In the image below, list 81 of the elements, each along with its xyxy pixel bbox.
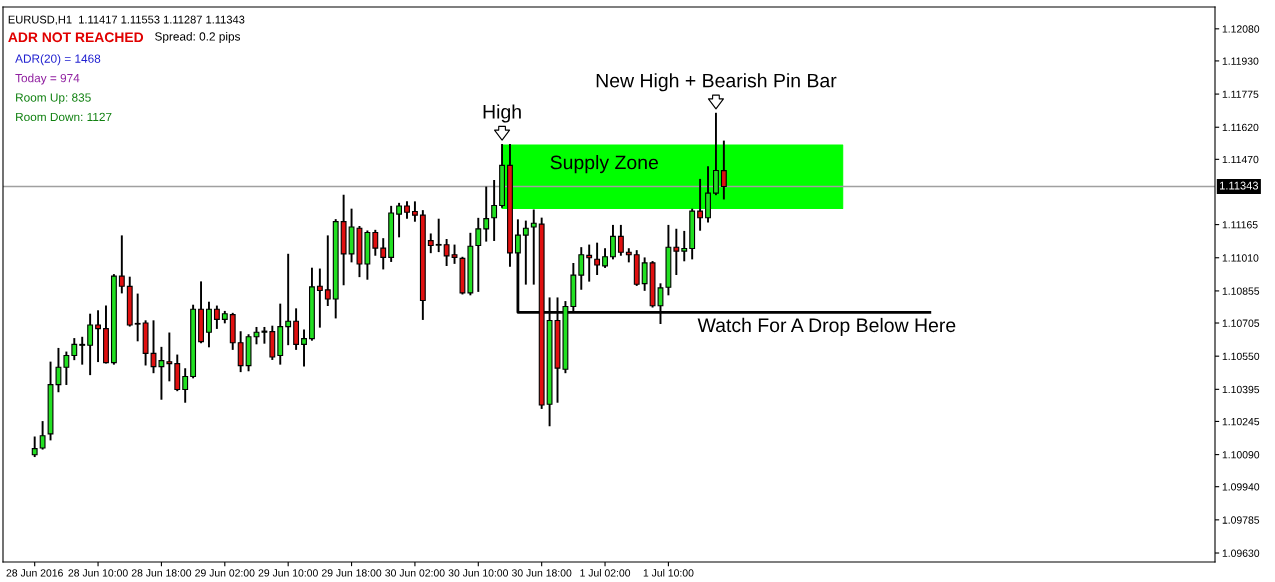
candlestick bbox=[475, 217, 482, 292]
candlestick bbox=[681, 230, 688, 262]
annotation: ADR NOT REACHED bbox=[8, 32, 144, 43]
candlestick bbox=[324, 235, 331, 307]
candlestick bbox=[713, 112, 719, 196]
x-tick-label: 29 Jun 02:00 bbox=[195, 569, 255, 577]
candlestick bbox=[491, 179, 498, 241]
x-tick-label: 29 Jun 10:00 bbox=[258, 569, 318, 577]
candlestick bbox=[372, 229, 379, 256]
y-tick-label: 1.11165 bbox=[1222, 221, 1258, 229]
x-tick-label: 1 Jul 10:00 bbox=[643, 568, 694, 577]
candlestick bbox=[63, 351, 70, 385]
candlestick bbox=[95, 310, 101, 363]
y-tick-label: 1.09630 bbox=[1222, 549, 1260, 557]
candlestick bbox=[285, 253, 292, 346]
annotation: New High + Bearish Pin Bar bbox=[596, 73, 837, 92]
candlestick bbox=[118, 235, 125, 294]
ref-line-label: 1.11343 bbox=[1220, 181, 1259, 190]
candlestick bbox=[87, 313, 94, 376]
annotation: High bbox=[483, 104, 521, 123]
candlestick bbox=[522, 220, 529, 285]
candlestick bbox=[720, 140, 727, 200]
candlestick bbox=[237, 331, 244, 373]
x-tick-label: 29 Jun 18:00 bbox=[321, 569, 382, 577]
y-tick-label: 1.10705 bbox=[1222, 319, 1260, 327]
y-tick-label: 1.10550 bbox=[1222, 352, 1260, 361]
candlestick bbox=[443, 239, 450, 266]
candlestick bbox=[673, 228, 680, 275]
y-tick-label: 1.09940 bbox=[1222, 483, 1260, 491]
candlestick bbox=[316, 268, 323, 328]
x-tick-label: 30 Jun 18:00 bbox=[511, 569, 572, 577]
candlestick bbox=[380, 238, 387, 270]
candlestick bbox=[182, 368, 189, 403]
candlestick bbox=[594, 242, 601, 275]
candlestick bbox=[641, 257, 648, 291]
candlestick bbox=[301, 329, 307, 367]
y-tick-label: 1.11470 bbox=[1222, 155, 1259, 164]
candlestick bbox=[206, 301, 212, 348]
y-tick-label: 1.11775 bbox=[1222, 90, 1259, 98]
x-tick-label: 1 Jul 02:00 bbox=[580, 568, 631, 577]
text: EURUSD,H1 1.11417 1.11553 1.11287 1.11343 bbox=[8, 15, 245, 25]
candlestick bbox=[530, 209, 537, 285]
y-tick-label: 1.10855 bbox=[1222, 287, 1260, 295]
annotation: Room Up: 835 bbox=[16, 93, 91, 105]
candlestick bbox=[586, 244, 593, 282]
x-tick-label: 28 Jun 10:00 bbox=[68, 569, 128, 577]
y-tick-label: 1.11620 bbox=[1222, 123, 1259, 132]
candlestick bbox=[411, 201, 418, 222]
candlestick bbox=[134, 293, 141, 342]
candlestick bbox=[213, 305, 220, 329]
annotation: Supply Zone bbox=[550, 155, 658, 174]
annotation: Today = 974 bbox=[15, 73, 80, 85]
candlestick bbox=[697, 178, 704, 231]
candlestick bbox=[483, 186, 490, 242]
candlestick bbox=[625, 248, 632, 263]
y-tick-label: 1.10245 bbox=[1222, 417, 1260, 426]
y-tick-label: 1.09785 bbox=[1222, 516, 1260, 524]
y-tick-label: 1.11010 bbox=[1222, 254, 1259, 262]
candlestick bbox=[79, 336, 86, 365]
candlestick bbox=[293, 308, 300, 350]
y-tick-label: 1.11930 bbox=[1222, 57, 1259, 65]
candlestick bbox=[435, 218, 442, 253]
y-tick-label: 1.10090 bbox=[1222, 451, 1260, 459]
candlestick bbox=[617, 224, 624, 256]
annotation: ADR(20) = 1468 bbox=[15, 54, 101, 66]
annotation: Watch For A Drop Below Here bbox=[697, 317, 956, 336]
candlestick bbox=[39, 421, 46, 450]
candlestick bbox=[610, 224, 616, 260]
annotation: Spread: 0.2 pips bbox=[155, 31, 241, 43]
y-tick-label: 1.10395 bbox=[1222, 385, 1260, 394]
candlestick bbox=[166, 332, 173, 382]
candlestick bbox=[31, 436, 38, 458]
candlestick bbox=[71, 338, 78, 361]
x-tick-label: 28 Jun 18:00 bbox=[131, 569, 192, 577]
x-tick-label: 30 Jun 02:00 bbox=[385, 569, 445, 577]
candlestick bbox=[578, 247, 585, 290]
x-tick-label: 30 Jun 10:00 bbox=[448, 569, 509, 577]
annotation: Room Down: 1127 bbox=[16, 112, 112, 122]
x-tick-label: 28 Jun 2016 bbox=[6, 569, 63, 577]
y-tick-label: 1.12080 bbox=[1222, 25, 1260, 33]
candlestick bbox=[396, 202, 403, 238]
